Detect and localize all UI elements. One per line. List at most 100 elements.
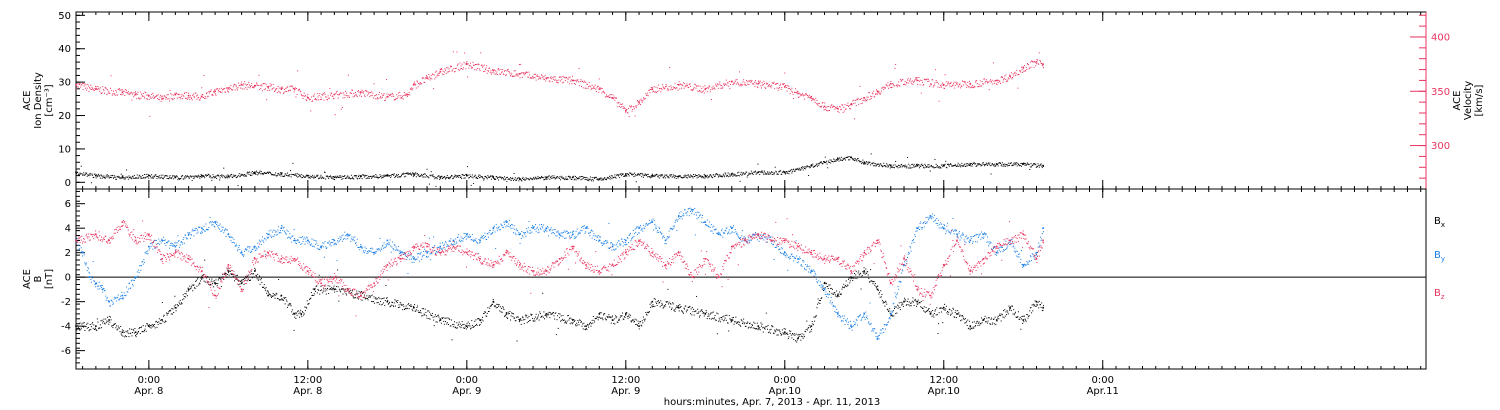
bx-series-dot [123,330,125,332]
velocity-series-dot [320,96,322,98]
bx-series-dot [552,312,554,314]
bx-series-dot [375,297,377,299]
bx-series-dot [328,293,330,295]
bx-series-dot [288,304,290,306]
velocity-series-dot [341,106,343,108]
velocity-series-dot [1000,76,1002,78]
density-series-dot [730,173,732,175]
velocity-series-dot [104,87,106,89]
density-series-dot [901,163,903,165]
bx-series-dot [781,333,783,335]
velocity-series-dot [862,97,864,99]
density-series-dot [964,165,966,167]
velocity-series-dot [892,83,894,85]
bx-series-dot [471,320,473,322]
density-series-dot [393,174,395,176]
bx-series-dot [582,323,584,325]
bx-series-dot [621,315,623,317]
velocity-series-dot [194,92,196,94]
bx-series-dot [412,305,414,307]
bx-series-dot [236,278,238,280]
density-series-dot [614,174,616,176]
velocity-series-dot [988,89,990,91]
density-series-dot [936,165,938,167]
velocity-series-dot [381,93,383,95]
density-series-dot [234,174,236,176]
bx-series-dot [730,321,732,323]
density-series-dot [1022,164,1024,166]
bx-series-dot [741,320,743,322]
density-series-dot [261,173,263,175]
velocity-series-dot [569,76,571,78]
bx-series-dot [504,315,506,317]
density-series-dot [921,164,923,166]
bx-series-dot [774,329,776,331]
velocity-series-dot [826,106,828,108]
velocity-series-dot [522,71,524,73]
bx-series-point [519,319,521,321]
density-series-dot [756,172,758,174]
density-series-dot [400,175,402,177]
bx-series-dot [430,314,432,316]
velocity-series-dot [635,106,637,108]
bx-series-dot [715,319,717,321]
velocity-ylabel-line: [km/s] [1474,84,1485,116]
velocity-series-dot [513,70,515,72]
density-series-dot [252,173,254,175]
density-series-dot [793,168,795,170]
density-series-dot [460,176,462,178]
velocity-series-dot [582,81,584,83]
density-series-dot [521,178,523,180]
velocity-series-dot [259,89,261,91]
velocity-series-dot [735,83,737,85]
velocity-series-dot [484,70,486,72]
velocity-series-dot [138,97,140,99]
bx-series-dot [477,318,479,320]
bx-series-dot [462,324,464,326]
density-series-dot [707,176,709,178]
velocity-series-dot [83,83,85,85]
velocity-series-dot [252,86,254,88]
bx-series-dot [232,274,234,276]
density-series-dot [101,175,103,177]
velocity-series-dot [186,92,188,94]
density-series-dot [417,173,419,175]
density-series-dot [155,174,157,176]
density-series-dot [250,172,252,174]
bx-series-dot [521,316,523,318]
velocity-series-dot [950,81,952,83]
density-series-dot [76,171,78,173]
velocity-series-dot [1036,59,1038,61]
density-series-dot [317,174,319,176]
velocity-series-dot [111,89,113,91]
density-series-dot [526,178,528,180]
bx-series-dot [386,297,388,299]
density-series-dot [868,161,870,163]
velocity-series-dot [268,85,270,87]
density-series-dot [870,164,872,166]
density-series-dot [543,178,545,180]
density-series-dot [221,174,223,176]
density-series-dot [1015,163,1017,165]
density-series-dot [882,166,884,168]
bx-series-dot [598,316,600,318]
velocity-series-dot [669,67,671,69]
bx-series-dot [686,309,688,311]
bx-series-dot [497,303,499,305]
density-series-dot [161,176,163,178]
bx-series-dot [662,304,664,306]
velocity-series-dot [344,90,346,92]
density-series-dot [920,164,922,166]
density-series-dot [673,175,675,177]
bx-series-dot [572,323,574,325]
density-series-dot [548,175,550,177]
velocity-series-dot [385,97,387,99]
bx-series-dot [456,322,458,324]
velocity-series-dot [566,76,568,78]
velocity-series-dot [692,89,694,91]
velocity-series-dot [335,92,337,94]
density-series-dot [222,176,224,178]
bx-series-dot [144,328,146,330]
density-series-dot [890,164,892,166]
velocity-series-dot [366,90,368,92]
